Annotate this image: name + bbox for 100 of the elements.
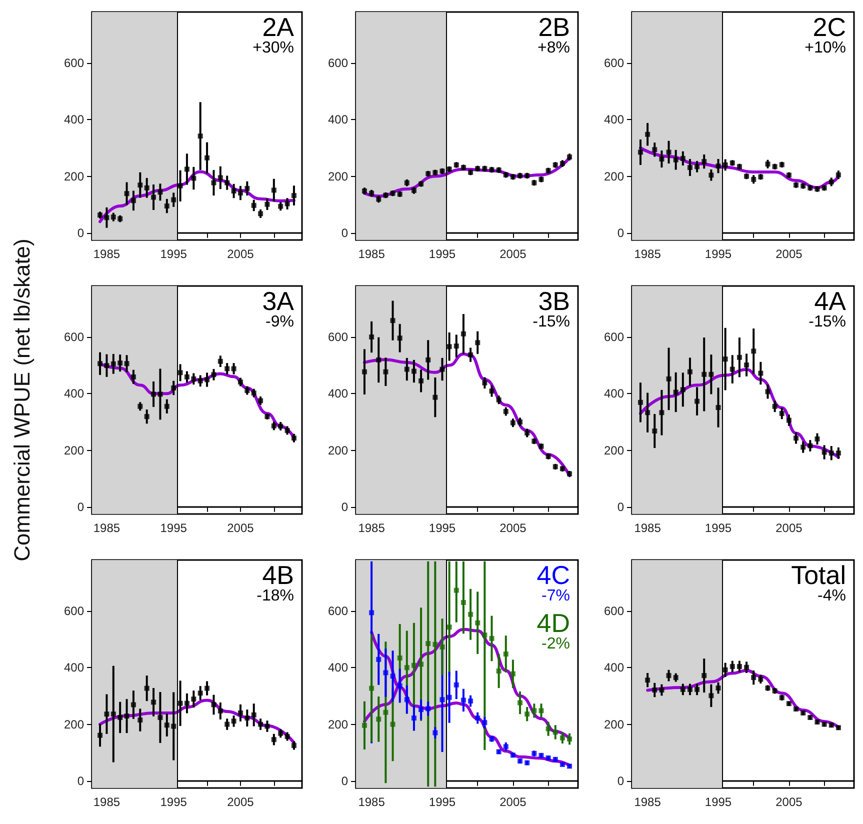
x-tick-label: 1985: [93, 795, 120, 809]
point: [652, 147, 658, 152]
x-tick-label: 1995: [704, 795, 732, 809]
y-tick-label: 600: [64, 604, 84, 618]
annotation: -2%: [542, 636, 570, 652]
point: [404, 665, 410, 670]
point: [198, 690, 203, 696]
point: [271, 188, 276, 193]
point: [211, 372, 216, 378]
text: +30%: [252, 40, 294, 56]
annotation: -7%: [542, 588, 570, 604]
point: [736, 354, 742, 360]
y-tick-label: 600: [604, 604, 624, 618]
x-tick-label: 1985: [634, 521, 662, 535]
y-tick-label: 600: [328, 330, 348, 344]
point: [291, 193, 296, 198]
point: [652, 688, 658, 693]
point: [204, 155, 210, 160]
point: [118, 360, 123, 366]
point: [251, 202, 256, 208]
x-tick-label: 2005: [227, 521, 254, 535]
point: [708, 172, 714, 178]
point: [238, 710, 243, 716]
point: [151, 194, 156, 200]
point: [694, 398, 700, 404]
point: [110, 361, 116, 366]
point: [264, 202, 270, 207]
point: [744, 664, 750, 670]
point: [524, 712, 530, 717]
point: [489, 636, 494, 641]
point: [191, 376, 196, 382]
series-label: 4D: [536, 608, 570, 638]
point: [560, 735, 565, 740]
text: -9%: [266, 314, 294, 330]
point: [822, 450, 827, 455]
point: [369, 610, 374, 616]
y-tick-label: 200: [64, 169, 84, 184]
y-tick-label: 0: [77, 226, 84, 240]
y-tick-label: 0: [617, 500, 624, 514]
x-tick-label: 1995: [428, 521, 456, 535]
x-tick-label: 1995: [160, 247, 188, 261]
point: [376, 357, 382, 362]
point: [369, 686, 374, 691]
point: [191, 696, 196, 702]
point: [702, 372, 707, 377]
point: [645, 132, 650, 137]
point: [184, 700, 190, 706]
y-tick-label: 200: [328, 717, 348, 732]
point: [751, 675, 756, 680]
x-tick-label: 2005: [776, 795, 803, 809]
point: [184, 374, 190, 380]
point: [446, 344, 452, 350]
point: [397, 655, 402, 660]
point: [482, 632, 488, 638]
x-tick-label: 2005: [500, 795, 527, 809]
point: [666, 673, 672, 678]
y-axis-title: Commercial WPUE (net lb/skate): [10, 238, 34, 562]
chart-title: 2B: [538, 12, 570, 42]
point: [383, 369, 388, 374]
y-tick-label: 200: [328, 443, 348, 458]
x-tick-label: 1995: [428, 247, 456, 261]
point: [808, 443, 813, 448]
x-tick-label: 1985: [358, 521, 386, 535]
x-tick-label: 2005: [776, 247, 803, 261]
point: [475, 620, 480, 626]
point: [411, 716, 416, 721]
point: [702, 673, 707, 678]
point: [231, 718, 236, 724]
point: [432, 730, 438, 736]
point: [218, 358, 223, 364]
point: [552, 730, 558, 735]
point: [104, 215, 110, 220]
point: [171, 724, 176, 729]
point: [144, 185, 150, 190]
point: [426, 357, 431, 362]
point: [418, 707, 424, 712]
point: [702, 159, 707, 164]
point: [432, 642, 438, 647]
y-tick-label: 400: [604, 660, 624, 675]
point: [251, 712, 256, 718]
text: 4C: [536, 560, 570, 590]
point: [426, 641, 431, 646]
point: [191, 176, 196, 181]
point: [104, 363, 110, 368]
x-tick-label: 2005: [500, 521, 527, 535]
chart-title: 2A: [262, 12, 295, 42]
point: [158, 190, 163, 195]
point: [98, 732, 103, 738]
point: [645, 410, 650, 416]
point: [673, 157, 678, 162]
point: [138, 718, 143, 723]
x-tick-label: 1995: [160, 521, 188, 535]
y-tick-label: 200: [604, 169, 624, 184]
point: [475, 716, 480, 721]
point: [687, 686, 692, 692]
point: [638, 400, 643, 405]
point: [426, 706, 431, 712]
chart-title: 3B: [538, 286, 570, 316]
point: [224, 180, 230, 186]
point: [694, 164, 700, 170]
